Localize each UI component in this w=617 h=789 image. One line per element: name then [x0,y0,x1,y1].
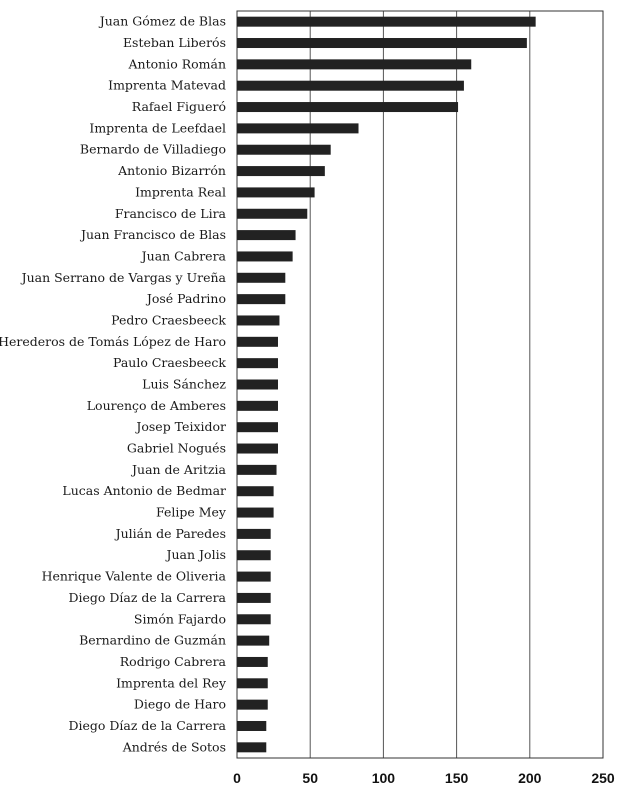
bar [237,422,278,433]
bar [237,166,325,177]
category-label: Rafael Figueró [132,99,226,114]
bar [237,230,296,241]
bar [237,464,277,475]
category-label: Simón Fajardo [134,611,226,626]
bar [237,294,286,305]
category-label: José Padrino [145,291,226,306]
bar [237,358,278,369]
category-label: Juan de Aritzia [130,462,227,477]
category-labels: Juan Gómez de Blas Esteban Liberós Antonio… [0,14,227,755]
category-label: Paulo Craesbeeck [113,355,226,370]
category-label: Josep Teixidor [134,419,226,434]
category-label: Diego Díaz de la Carrera [68,590,226,605]
category-label: Juan Serrano de Vargas y Ureña [20,270,227,285]
category-label: Juan Francisco de Blas [79,227,226,242]
category-label: Diego Díaz de la Carrera [68,718,226,733]
x-tick-label: 150 [445,770,469,786]
category-label: Rodrigo Cabrera [120,654,227,669]
category-label: Henrique Valente de Oliveria [42,569,227,584]
x-tick-label: 0 [233,770,241,786]
category-label: Bernardino de Guzmán [79,633,226,648]
bar [237,38,527,49]
x-tick-label: 200 [518,770,542,786]
bar [237,678,268,689]
category-label: Julián de Paredes [114,526,226,541]
bar [237,699,268,710]
category-label: Juan Jolis [165,547,227,562]
category-label: Pedro Craesbeeck [111,312,226,327]
category-label: Felipe Mey [156,505,227,520]
category-label: Imprenta Matevad [108,78,226,93]
bar [237,123,359,134]
bar [237,571,271,582]
category-label: Juan Cabrera [140,248,227,263]
bar [237,16,536,27]
category-label: Juan Gómez de Blas [98,14,226,29]
bar [237,635,270,646]
gridlines [309,11,531,758]
bar [237,80,464,91]
category-label: Lourenço de Amberes [87,398,226,413]
bars [237,16,536,753]
category-label: Imprenta de Leefdael [89,120,226,135]
bar [237,550,271,561]
category-label: Lucas Antonio de Bedmar [62,483,226,498]
bar [237,208,308,219]
bar [237,59,472,70]
bar [237,251,293,262]
plot-frame [236,10,604,759]
bar [237,592,271,603]
bar [237,507,274,518]
category-label: Antonio Román [128,56,226,71]
x-axis-ticks: 0 50 100 150 200 250 [233,770,615,786]
bar [237,379,278,390]
category-label: Esteban Liberós [123,35,226,50]
bar [237,315,280,326]
bar [237,102,459,113]
bar [237,443,278,454]
bar [237,187,315,198]
category-label: Antonio Bizarrón [117,163,226,178]
category-label: Bernardo de Villadiego [80,142,226,157]
bar [237,400,278,411]
bar [237,742,267,753]
bar [237,528,271,539]
bar [237,720,267,731]
x-tick-label: 50 [302,770,318,786]
category-label: Imprenta del Rey [116,675,227,690]
category-label: Luis Sánchez [142,377,226,392]
category-label: Francisco de Lira [115,206,227,221]
category-label: Imprenta Real [135,184,226,199]
category-label: Herederos de Tomás López de Haro [0,334,226,349]
category-label: Gabriel Nogués [127,441,226,456]
category-label: Andrés de Sotos [122,739,226,754]
x-tick-label: 250 [591,770,615,786]
bar [237,336,278,347]
bar [237,656,268,667]
bar [237,486,274,497]
bar [237,272,286,283]
x-tick-label: 100 [372,770,396,786]
bar [237,144,331,155]
bar [237,614,271,625]
category-label: Diego de Haro [134,697,226,712]
